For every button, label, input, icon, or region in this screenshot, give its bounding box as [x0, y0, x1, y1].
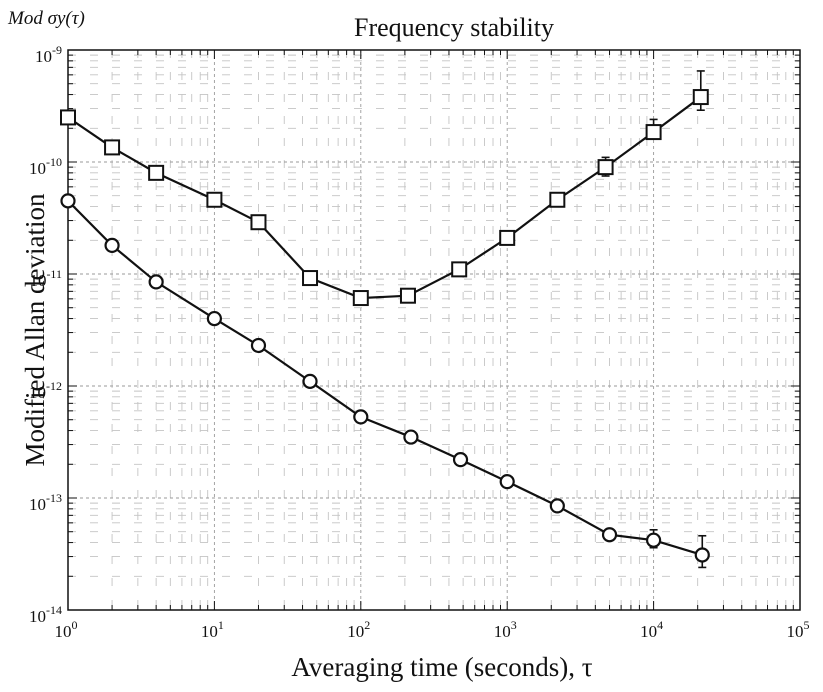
x-tick-label: 100 [55, 618, 78, 641]
square-marker [104, 139, 121, 156]
circle-marker [403, 429, 419, 445]
y-tick-label: 10-10 [29, 155, 62, 178]
circle-marker [302, 373, 318, 389]
square-marker [60, 109, 76, 126]
x-tick-label: 101 [201, 618, 224, 641]
x-axis-label: Averaging time (seconds), τ [291, 652, 592, 682]
circle-marker [206, 310, 222, 327]
series-line [67, 200, 703, 557]
square-marker [597, 159, 614, 176]
circle-marker [694, 547, 710, 563]
square-marker [352, 290, 369, 307]
square-marker [499, 229, 516, 246]
square-marker [148, 164, 165, 181]
circle-marker [148, 274, 164, 290]
square-marker [250, 214, 267, 231]
circle-marker [104, 237, 120, 254]
circle-marker [250, 337, 267, 354]
circle-marker [452, 452, 469, 468]
y-axis-label: Modified Allan deviation [20, 193, 50, 466]
x-tick-label: 104 [640, 618, 663, 641]
x-tick-label: 105 [787, 618, 810, 641]
circle-marker [601, 527, 618, 543]
circle-marker [499, 474, 515, 490]
axis-ticks [67, 49, 801, 611]
square-marker [451, 261, 468, 278]
y-tick-label: 10-12 [29, 379, 62, 402]
square-marker [399, 287, 416, 304]
grid [68, 50, 800, 610]
circle-marker [60, 193, 76, 209]
square-marker [692, 89, 709, 106]
y-tick-label: 10-13 [29, 491, 62, 514]
square-marker [645, 124, 662, 141]
circle-marker [549, 498, 565, 514]
chart-title: Frequency stability [354, 13, 554, 42]
circle-marker [353, 409, 369, 425]
plot-frame [67, 49, 801, 611]
y-tick-label: 10-14 [29, 603, 62, 626]
series-square [60, 70, 709, 307]
y-tick-label: 10-9 [35, 43, 62, 66]
series-line [67, 96, 702, 300]
series-layer [60, 70, 710, 569]
corner-label: Mod σy(τ) [7, 8, 85, 29]
series-circle [60, 193, 710, 569]
square-marker [549, 191, 566, 208]
y-tick-label: 10-11 [29, 267, 62, 290]
x-tick-label: 103 [494, 618, 517, 641]
tick-labels: 100 101 102 103 104 105 10-14 10-13 10-12 10-11 10… [29, 43, 810, 641]
square-marker [302, 270, 319, 287]
x-tick-label: 102 [347, 618, 370, 641]
square-marker [206, 191, 223, 208]
circle-marker [645, 532, 662, 548]
